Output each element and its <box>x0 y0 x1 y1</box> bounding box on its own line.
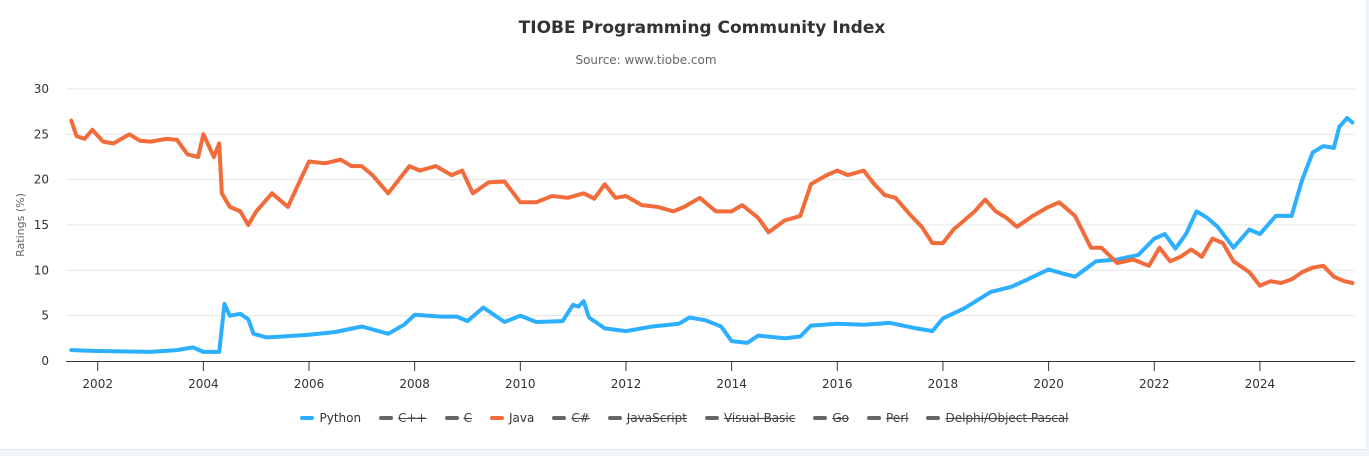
legend-label: Delphi/Object Pascal <box>945 411 1069 425</box>
legend-item-perl[interactable]: Perl <box>867 411 908 425</box>
x-tick-label: 2002 <box>82 377 113 391</box>
legend-item-python[interactable]: Python <box>300 411 361 425</box>
legend-item-go[interactable]: Go <box>813 411 849 425</box>
x-tick-label: 2024 <box>1245 377 1276 391</box>
x-tick-label: 2004 <box>188 377 219 391</box>
y-tick-label: 25 <box>34 127 49 141</box>
legend-swatch <box>552 416 567 420</box>
legend-label: Visual Basic <box>723 411 796 425</box>
x-tick-label: 2016 <box>822 377 853 391</box>
x-tick-label: 2008 <box>399 377 430 391</box>
legend-swatch <box>379 416 394 420</box>
legend-label: Perl <box>886 411 909 425</box>
legend-item-delphi-object-pascal[interactable]: Delphi/Object Pascal <box>926 411 1069 425</box>
x-tick-label: 2010 <box>505 377 536 391</box>
legend-label: Python <box>319 411 362 425</box>
legend-swatch <box>444 416 459 420</box>
legend-swatch <box>300 416 315 420</box>
legend-swatch <box>867 416 881 420</box>
legend-swatch <box>489 416 504 420</box>
legend-item-javascript[interactable]: JavaScript <box>607 411 687 425</box>
legend-item-csharp[interactable]: C# <box>552 411 590 425</box>
legend-label: Java <box>508 411 535 425</box>
x-tick-label: 2018 <box>928 377 959 391</box>
legend-swatch <box>926 416 941 420</box>
y-axis-title: Ratings (%) <box>14 193 27 257</box>
y-tick-label: 20 <box>34 173 49 187</box>
x-tick-label: 2014 <box>716 377 747 391</box>
legend-label: C# <box>571 411 590 425</box>
legend-item-visual-basic[interactable]: Visual Basic <box>704 411 796 425</box>
chart-title: TIOBE Programming Community Index <box>518 18 886 38</box>
y-tick-label: 10 <box>34 263 49 277</box>
y-tick-label: 30 <box>34 82 49 96</box>
legend-swatch <box>813 416 828 420</box>
y-tick-label: 0 <box>41 354 49 368</box>
legend-label: C++ <box>398 411 427 425</box>
legend-item-c[interactable]: C <box>444 411 472 425</box>
x-tick-label: 2006 <box>294 377 325 391</box>
chart-subtitle: Source: www.tiobe.com <box>575 53 717 67</box>
legend-item-cpp[interactable]: C++ <box>379 411 427 425</box>
legend-label: JavaScript <box>626 411 687 425</box>
x-tick-label: 2022 <box>1139 377 1170 391</box>
y-tick-label: 15 <box>34 218 49 232</box>
chart-legend: Python C++ C Java C# JavaScript Visual Basic Go… <box>0 411 1369 425</box>
series-line-java[interactable] <box>69 118 1355 288</box>
x-tick-label: 2020 <box>1033 377 1064 391</box>
legend-swatch <box>607 416 622 420</box>
series-line-python[interactable] <box>69 116 1355 354</box>
x-tick-label: 2012 <box>611 377 642 391</box>
legend-label: Go <box>832 411 849 425</box>
legend-label: C <box>463 411 472 425</box>
legend-item-java[interactable]: Java <box>489 411 535 425</box>
y-tick-label: 5 <box>41 309 49 323</box>
legend-swatch <box>704 416 719 420</box>
